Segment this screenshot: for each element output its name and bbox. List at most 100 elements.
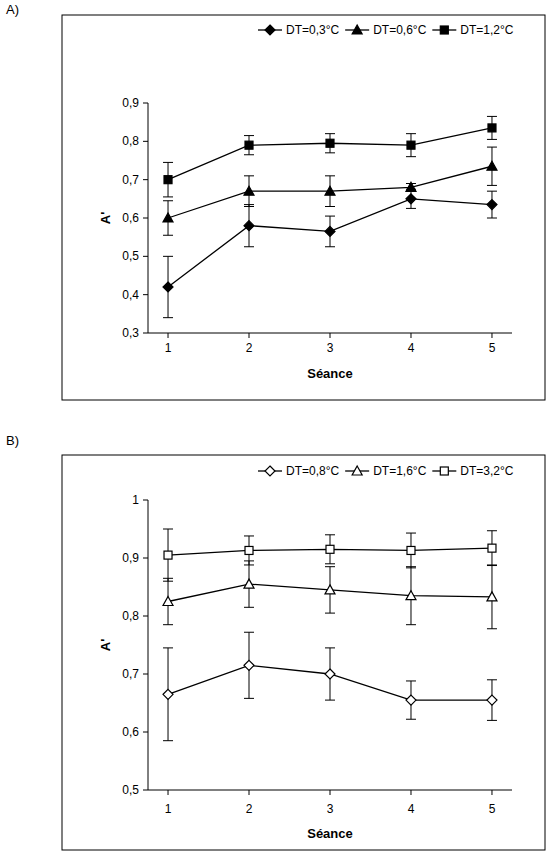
data-point <box>487 695 497 705</box>
data-point <box>325 226 335 236</box>
legend-label: DT=0,8°C <box>286 464 339 478</box>
series-line <box>168 199 492 287</box>
data-point <box>406 182 416 191</box>
y-axis-label: A' <box>98 212 113 224</box>
panel-label: B) <box>6 433 19 448</box>
legend-label: DT=1,6°C <box>373 464 426 478</box>
y-tick <box>143 732 148 733</box>
x-tick-label: 3 <box>327 802 334 816</box>
y-tick-label: 0,6 <box>122 211 139 225</box>
data-point <box>407 141 415 149</box>
series-line <box>168 665 492 700</box>
panel: A)0,30,40,50,60,70,80,912345SéanceA'DT=0… <box>6 2 545 400</box>
data-point <box>487 161 497 170</box>
data-point <box>487 592 497 601</box>
x-tick-label: 1 <box>165 802 172 816</box>
x-tick-label: 5 <box>489 802 496 816</box>
x-tick-label: 3 <box>327 341 334 355</box>
y-tick <box>143 500 148 501</box>
y-tick-label: 0,7 <box>122 173 139 187</box>
error-bar <box>487 680 497 721</box>
legend-label: DT=0,3°C <box>286 23 339 37</box>
error-bar <box>325 216 335 247</box>
x-tick-label: 4 <box>408 341 415 355</box>
legend-label: DT=0,6°C <box>373 23 426 37</box>
error-bar <box>406 681 416 719</box>
error-bar <box>325 134 335 153</box>
error-bar <box>163 256 173 317</box>
error-bar <box>487 116 497 139</box>
data-point <box>244 221 254 231</box>
y-tick <box>143 256 148 257</box>
series-line <box>168 128 492 180</box>
y-tick-label: 0,5 <box>122 249 139 263</box>
x-tick <box>410 790 411 795</box>
error-bar <box>406 533 416 568</box>
x-tick-label: 2 <box>246 341 253 355</box>
data-point <box>163 282 173 292</box>
error-bar <box>487 531 497 566</box>
data-point <box>245 546 253 554</box>
y-axis-label: A' <box>98 639 113 651</box>
frame <box>62 15 545 400</box>
x-tick <box>410 333 411 338</box>
data-point <box>407 546 415 554</box>
x-tick <box>249 790 250 795</box>
plot-area <box>163 116 497 317</box>
data-point <box>164 176 172 184</box>
data-point <box>406 194 416 204</box>
y-tick <box>143 218 148 219</box>
error-bar <box>244 205 254 247</box>
x-tick-label: 1 <box>165 341 172 355</box>
x-tick <box>249 333 250 338</box>
data-point <box>244 660 254 670</box>
data-point <box>488 124 496 132</box>
data-point <box>406 695 416 705</box>
y-tick-label: 0,5 <box>122 783 139 797</box>
x-tick <box>168 790 169 795</box>
y-tick-label: 0,8 <box>122 609 139 623</box>
x-tick-label: 2 <box>246 802 253 816</box>
error-bar <box>244 136 254 155</box>
y-tick <box>143 558 148 559</box>
series-line <box>168 166 492 218</box>
data-point <box>163 689 173 699</box>
data-point <box>164 551 172 559</box>
data-point <box>163 597 173 606</box>
data-point <box>244 579 254 588</box>
error-bar <box>325 535 335 564</box>
y-tick-label: 0,4 <box>122 288 139 302</box>
y-tick <box>143 103 148 104</box>
data-point <box>487 200 497 210</box>
x-tick <box>168 333 169 338</box>
panel-label: A) <box>6 2 19 17</box>
x-tick <box>491 790 492 795</box>
y-tick-label: 0,7 <box>122 667 139 681</box>
error-bar <box>487 147 497 185</box>
legend-label: DT=3,2°C <box>460 464 513 478</box>
x-axis-label: Séance <box>307 826 353 841</box>
error-bar <box>325 648 335 700</box>
legend-marker <box>440 26 448 34</box>
data-point <box>406 591 416 600</box>
plot-area <box>163 529 497 741</box>
panel: B)0,50,60,70,80,9112345SéanceA'DT=0,8°CD… <box>6 433 545 850</box>
data-point <box>325 585 335 594</box>
y-tick <box>143 333 148 334</box>
error-bar <box>244 536 254 565</box>
series-line <box>168 584 492 601</box>
data-point <box>325 186 335 195</box>
data-point <box>245 141 253 149</box>
x-axis-label: Séance <box>307 366 353 381</box>
y-tick <box>143 179 148 180</box>
error-bar <box>163 648 173 741</box>
data-point <box>326 139 334 147</box>
legend-marker <box>440 467 448 475</box>
y-tick-label: 0,3 <box>122 326 139 340</box>
data-point <box>325 669 335 679</box>
data-point <box>163 213 173 222</box>
error-bar <box>163 162 173 197</box>
x-tick <box>330 790 331 795</box>
y-tick <box>143 674 148 675</box>
y-axis <box>148 500 149 790</box>
